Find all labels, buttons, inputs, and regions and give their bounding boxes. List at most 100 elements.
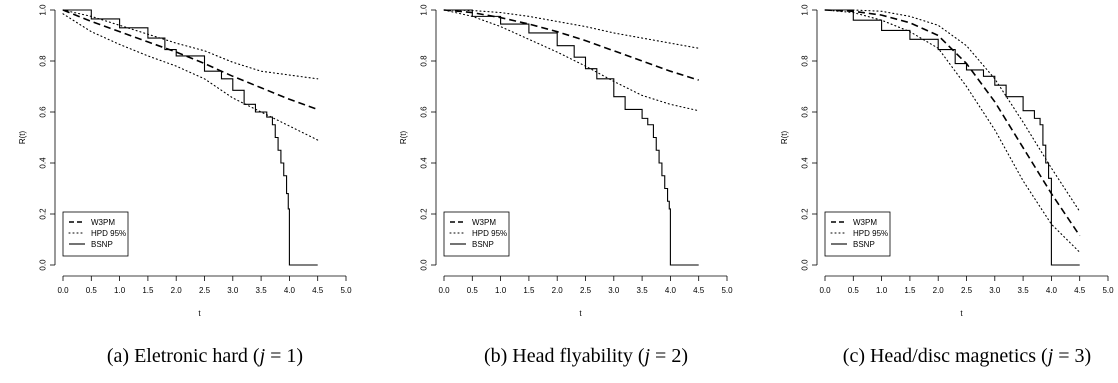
x-axis-label: t <box>579 309 582 318</box>
y-tick-label: 0.8 <box>801 55 810 67</box>
x-tick-label: 1.0 <box>114 286 126 295</box>
panel-b: 0.0 0.2 0.4 0.6 0.8 1.0 0.0 0.5 1.0 1.5 2.0 2.5 3.0 3… <box>399 4 733 367</box>
legend-entry: BSNP <box>91 240 113 249</box>
x-tick-label: 4.0 <box>284 286 296 295</box>
y-tick-label: 0.8 <box>39 55 48 67</box>
x-tick-label: 1.5 <box>904 286 916 295</box>
caption-prefix: (a) Eletronic hard ( <box>107 345 260 367</box>
y-tick-label: 0.2 <box>420 208 429 220</box>
legend-box <box>443 211 510 257</box>
x-tick-label: 3.0 <box>989 286 1001 295</box>
w3pm-line <box>824 9 1081 237</box>
x-tick-label: 1.5 <box>142 286 154 295</box>
x-axis-label: t <box>960 309 963 318</box>
bsnp-line <box>825 9 1080 266</box>
bsnp-line <box>63 9 318 266</box>
x-tick-label: 0.5 <box>467 286 479 295</box>
legend-entry: W3PM <box>853 218 877 227</box>
y-tick-label: 0.6 <box>39 106 48 118</box>
x-tick-label: 1.5 <box>523 286 535 295</box>
hpd-lower-line <box>62 13 319 141</box>
x-tick-label: 2.5 <box>580 286 592 295</box>
panel-caption-c: (c) Head/disc magnetics (j = 3) <box>843 345 1091 367</box>
legend-box <box>824 211 891 257</box>
bsnp-line <box>444 9 699 266</box>
y-tick-label: 0.2 <box>801 208 810 220</box>
y-tick-label: 0.6 <box>801 106 810 118</box>
w3pm-line <box>62 9 318 111</box>
x-tick-label: 3.0 <box>227 286 239 295</box>
x-tick-label: 3.5 <box>1018 286 1030 295</box>
x-tick-label: 3.5 <box>256 286 268 295</box>
legend: W3PM HPD 95% BSNP <box>824 211 891 257</box>
x-tick-label: 2.0 <box>171 286 183 295</box>
y-tick-label: 1.0 <box>39 4 48 16</box>
caption-var: j <box>641 345 650 367</box>
x-tick-label: 2.0 <box>552 286 564 295</box>
caption-suffix: = 3) <box>1053 345 1091 367</box>
y-tick-label: 1.0 <box>420 4 429 16</box>
y-tick-label: 0.8 <box>420 55 429 67</box>
y-axis-label: R(t) <box>18 131 27 145</box>
panel-caption-a: (a) Eletronic hard (j = 1) <box>107 345 303 367</box>
hpd-lower-line <box>443 9 700 112</box>
x-tick-label: 0.0 <box>57 286 69 295</box>
x-tick-label: 4.5 <box>1074 286 1086 295</box>
x-tick-label: 0.5 <box>86 286 98 295</box>
y-tick-label: 0.6 <box>420 106 429 118</box>
legend: W3PM HPD 95% BSNP <box>443 211 510 257</box>
x-tick-label: 4.0 <box>1046 286 1058 295</box>
x-tick-label: 0.0 <box>438 286 450 295</box>
x-tick-label: 2.0 <box>933 286 945 295</box>
y-tick-label: 0.0 <box>420 259 429 271</box>
x-tick-label: 5.0 <box>1102 286 1114 295</box>
x-tick-label: 2.5 <box>961 286 973 295</box>
hpd-lower-line <box>824 9 1081 253</box>
caption-suffix: = 1) <box>265 345 303 367</box>
caption-var: j <box>257 345 266 367</box>
x-tick-label: 5.0 <box>721 286 733 295</box>
caption-var: j <box>1045 345 1054 367</box>
y-tick-label: 0.4 <box>801 157 810 169</box>
y-axis-label: R(t) <box>399 131 408 145</box>
y-tick-label: 0.0 <box>39 259 48 271</box>
legend-entry: HPD 95% <box>91 229 126 238</box>
legend-entry: W3PM <box>472 218 496 227</box>
x-tick-label: 3.0 <box>608 286 620 295</box>
hpd-upper-line <box>824 9 1081 212</box>
x-tick-label: 4.0 <box>665 286 677 295</box>
w3pm-line <box>443 9 699 81</box>
x-tick-label: 0.0 <box>819 286 831 295</box>
legend: W3PM HPD 95% BSNP <box>62 211 129 257</box>
x-tick-label: 3.5 <box>637 286 649 295</box>
legend-entry: BSNP <box>472 240 494 249</box>
caption-suffix: = 2) <box>650 345 688 367</box>
x-tick-label: 5.0 <box>340 286 352 295</box>
panel-a: 0.0 0.2 0.4 0.6 0.8 1.0 0.0 0.5 1.0 1.5 2.0 2.5 3.0 3… <box>18 4 352 367</box>
legend-entry: HPD 95% <box>853 229 888 238</box>
panel-c: 0.0 0.2 0.4 0.6 0.8 1.0 0.0 0.5 1.0 1.5 2.0 2.5 3.0 3… <box>780 4 1114 367</box>
caption-prefix: (c) Head/disc magnetics ( <box>843 345 1048 367</box>
legend-entry: HPD 95% <box>472 229 507 238</box>
hpd-upper-line <box>443 9 700 49</box>
y-tick-label: 0.4 <box>420 157 429 169</box>
caption-prefix: (b) Head flyability ( <box>484 345 645 367</box>
x-tick-label: 2.5 <box>199 286 211 295</box>
y-tick-label: 0.4 <box>39 157 48 169</box>
x-tick-label: 1.0 <box>876 286 888 295</box>
x-tick-label: 0.5 <box>848 286 860 295</box>
y-tick-label: 0.0 <box>801 259 810 271</box>
x-axis-label: t <box>198 309 201 318</box>
y-tick-label: 0.2 <box>39 208 48 220</box>
x-tick-label: 4.5 <box>693 286 705 295</box>
hpd-upper-line <box>62 9 319 80</box>
x-tick-label: 1.0 <box>495 286 507 295</box>
legend-entry: W3PM <box>91 218 115 227</box>
legend-box <box>62 211 129 257</box>
y-axis-label: R(t) <box>780 131 789 145</box>
panel-caption-b: (b) Head flyability (j = 2) <box>484 345 688 367</box>
legend-entry: BSNP <box>853 240 875 249</box>
x-tick-label: 4.5 <box>312 286 324 295</box>
y-tick-label: 1.0 <box>801 4 810 16</box>
